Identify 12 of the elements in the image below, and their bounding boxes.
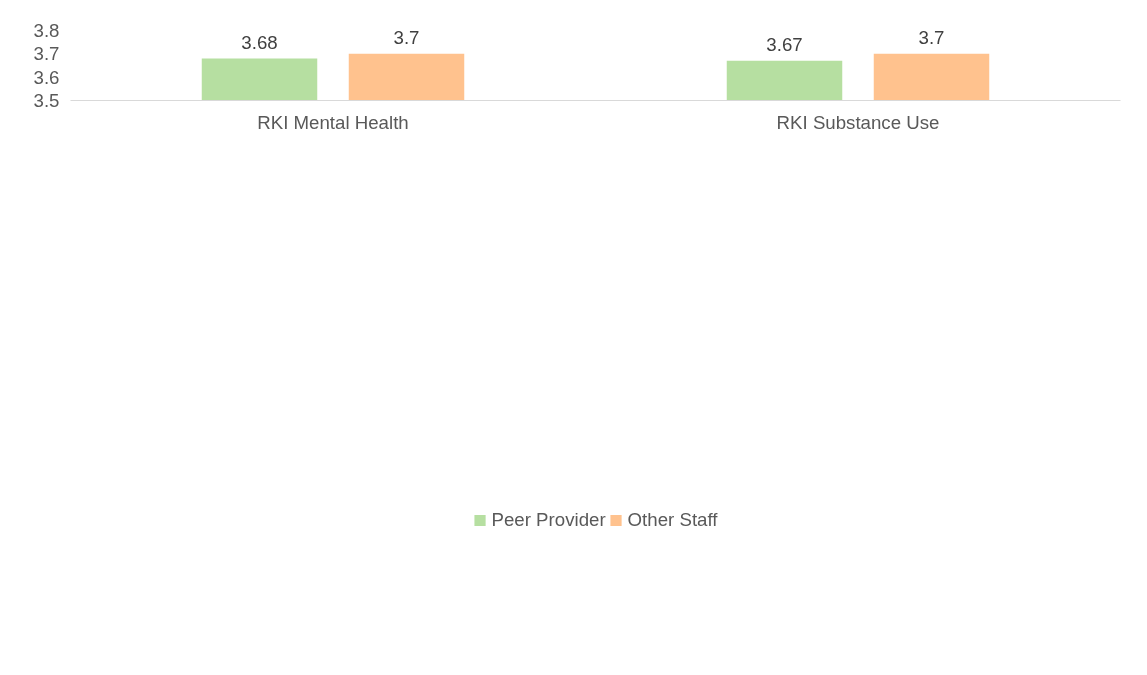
x-tick-label: RKI Mental Health bbox=[257, 111, 409, 133]
data-label: 3.7 bbox=[393, 26, 420, 48]
data-label: 3.68 bbox=[241, 31, 278, 53]
x-tick-label: RKI Substance Use bbox=[776, 111, 940, 133]
y-tick-label: 3.5 bbox=[33, 90, 60, 111]
legend-label: Peer Provider bbox=[491, 508, 606, 531]
y-tick-label: 3.7 bbox=[33, 43, 60, 65]
data-label: 3.67 bbox=[766, 33, 803, 55]
y-tick-label: 3.8 bbox=[33, 20, 60, 41]
y-tick-label: 3.6 bbox=[33, 66, 60, 88]
legend-label: Other Staff bbox=[627, 508, 718, 531]
data-label: 3.7 bbox=[918, 26, 945, 48]
